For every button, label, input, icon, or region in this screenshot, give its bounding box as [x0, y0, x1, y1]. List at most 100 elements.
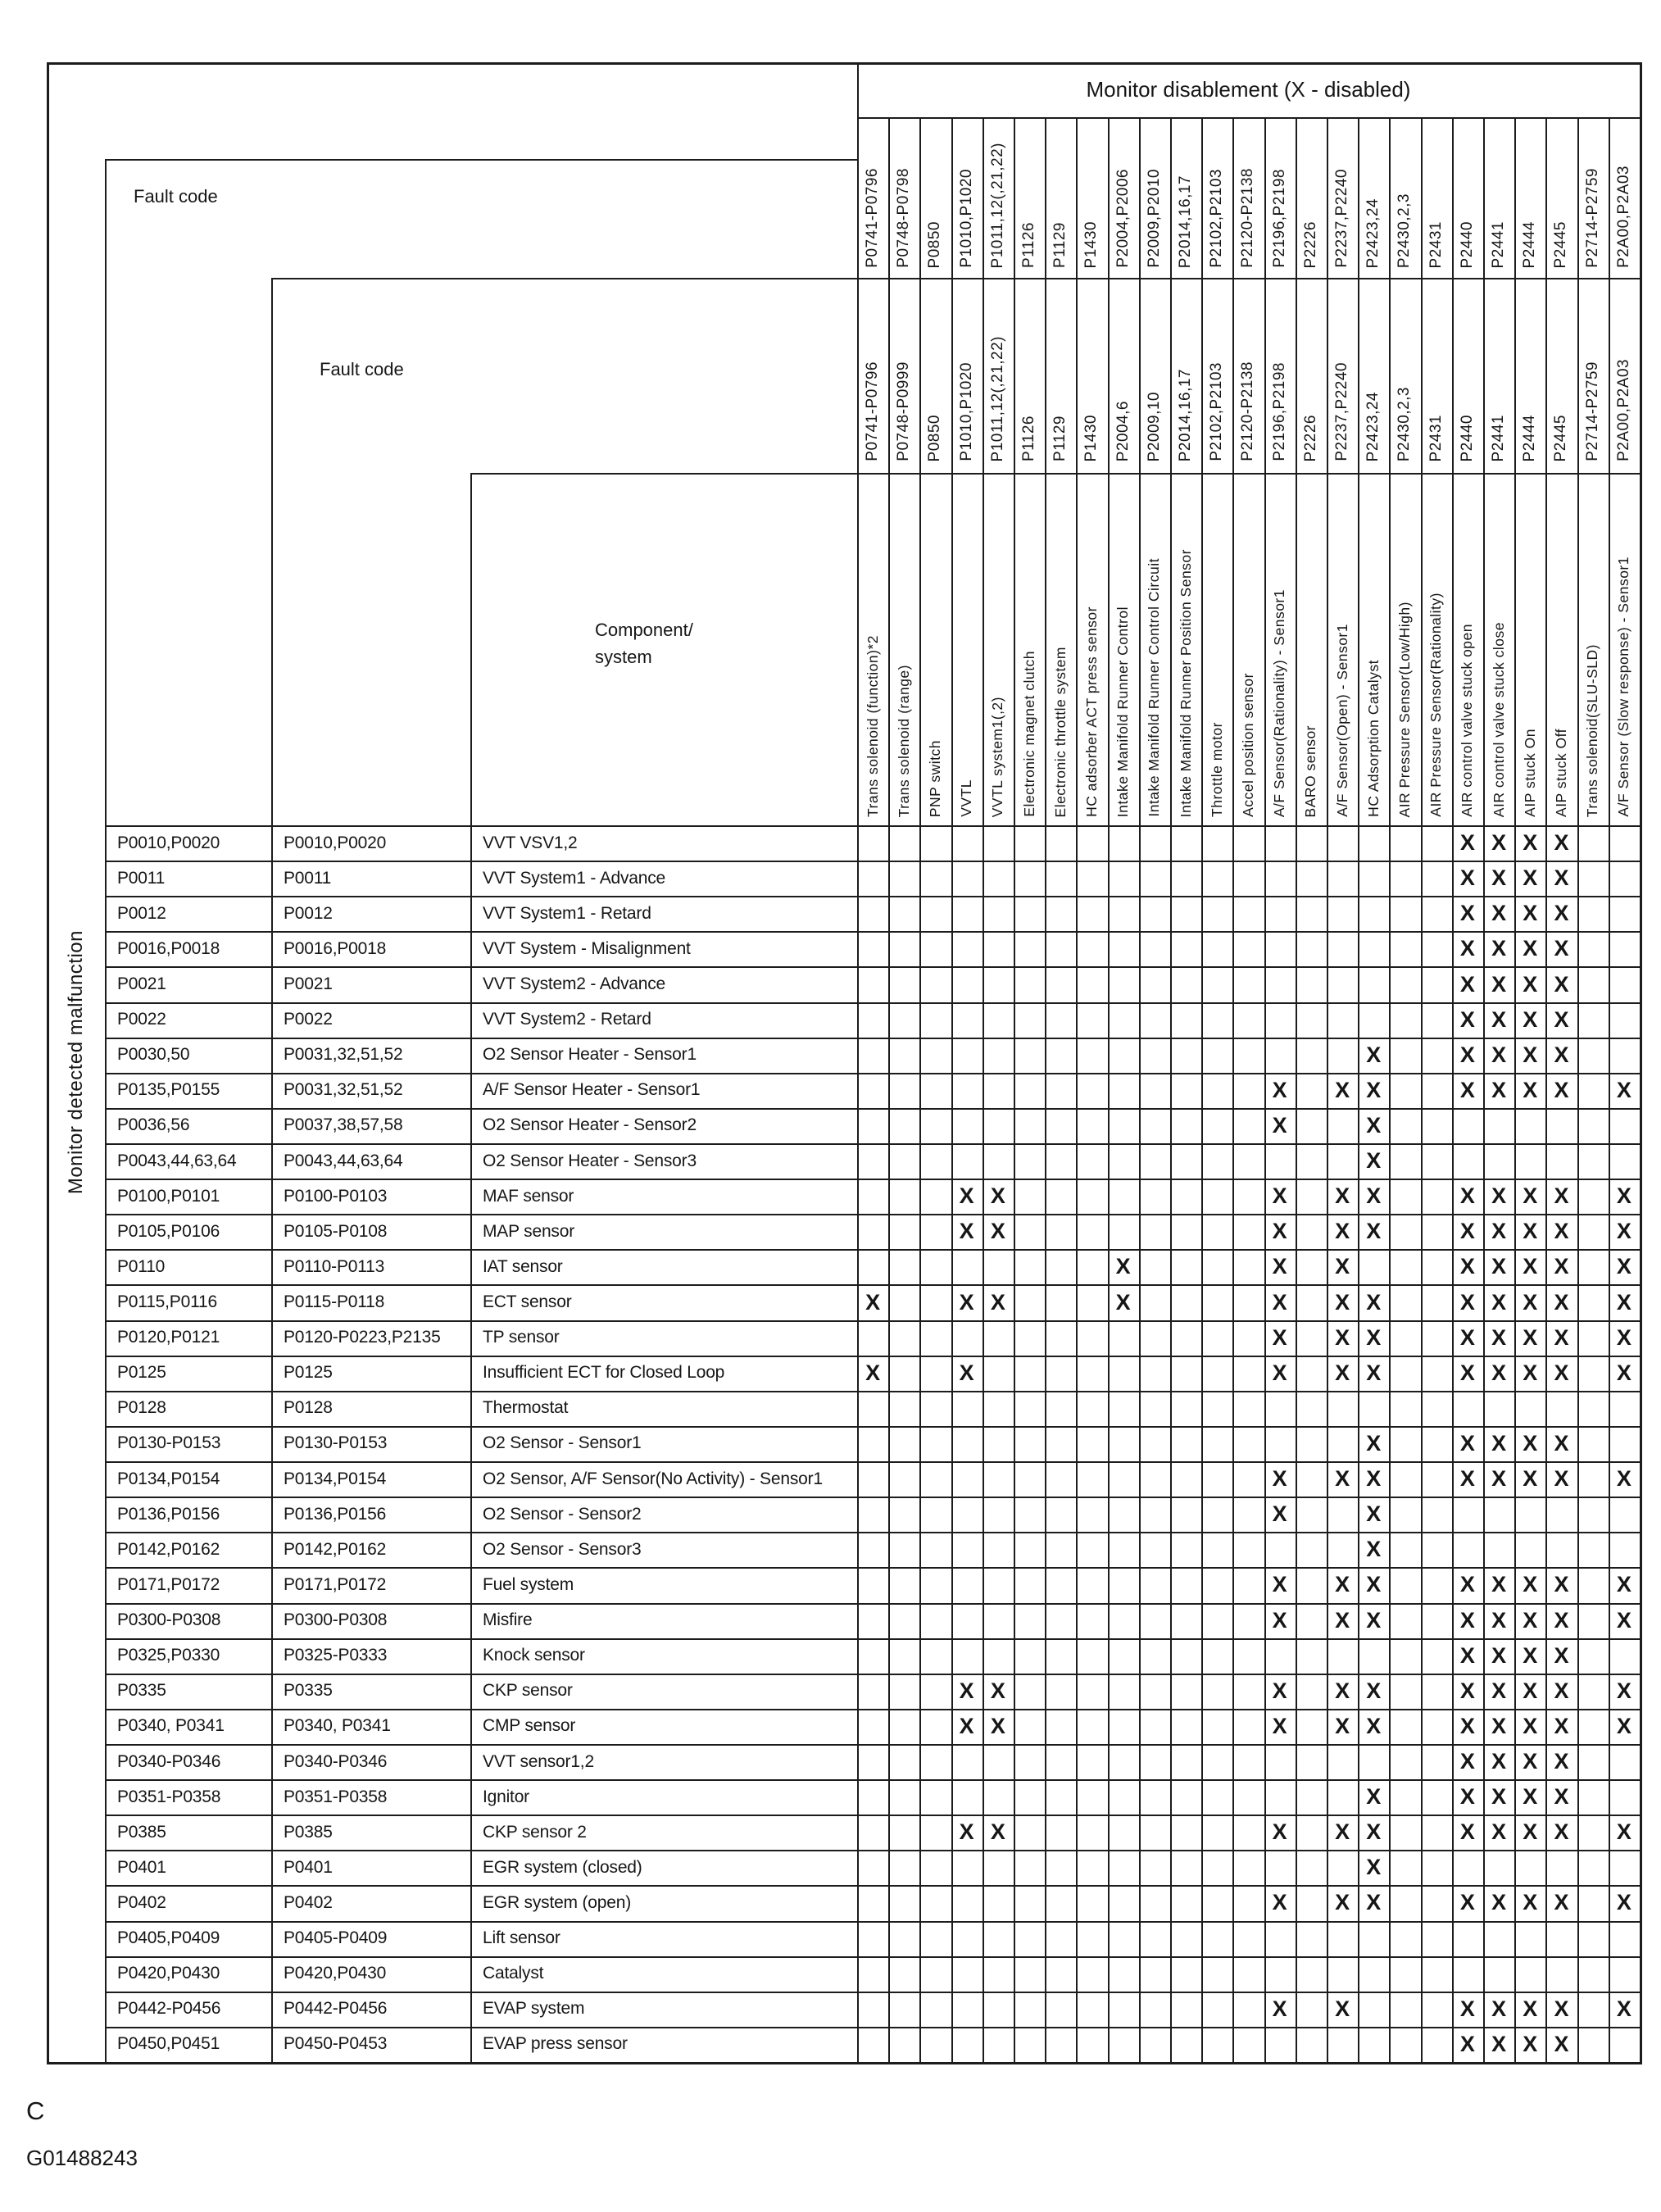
row-fault-code-1: P0351-P0358 [117, 1787, 221, 1806]
disabled-mark: X [1272, 1678, 1287, 1703]
column-header-component: Electronic throttle system [1045, 473, 1076, 817]
grid-line [105, 1426, 1640, 1428]
column-header-component: Intake Manifold Runner Control Circuit [1139, 473, 1170, 817]
row-fault-code-1: P0021 [117, 974, 166, 993]
rotated-header-text: Intake Manifold Runner Position Sensor [1177, 548, 1194, 817]
disabled-mark: X [1366, 1219, 1382, 1244]
column-header-code-row2: P2102,P2103 [1201, 278, 1232, 461]
fault-code-1-header: Fault code [134, 186, 218, 207]
disabled-mark: X [1523, 865, 1538, 891]
rotated-header-text: P2A00,P2A03 [1614, 359, 1632, 461]
rotated-header-text: P0741-P0796 [864, 168, 882, 268]
disabled-mark: X [1366, 1324, 1382, 1350]
column-header-component: BARO sensor [1296, 473, 1327, 817]
table-row: P0030,50 P0031,32,51,52 O2 Sensor Heater -… [105, 1038, 1640, 1073]
footer-section-label: C [26, 2096, 45, 2125]
row-fault-code-2: P0105-P0108 [284, 1221, 388, 1241]
row-component: O2 Sensor Heater - Sensor1 [483, 1045, 697, 1065]
rotated-header-text: P1010,P1020 [957, 169, 975, 268]
disabled-mark: X [1523, 1006, 1538, 1032]
row-fault-code-1: P0022 [117, 1010, 166, 1029]
table-row: P0105,P0106 P0105-P0108 MAP sensor X X X X X X X X… [105, 1214, 1640, 1249]
grid-line [1640, 62, 1642, 2064]
row-component: CKP sensor [483, 1681, 573, 1701]
disabled-mark: X [1366, 1360, 1382, 1385]
table-row: P0016,P0018 P0016,P0018 VVT System - Misal… [105, 931, 1640, 966]
rotated-header-text: P1129 [1051, 221, 1069, 268]
row-component: O2 Sensor - Sensor3 [483, 1539, 642, 1559]
rotated-header-text: P2714-P2759 [1583, 168, 1601, 268]
rotated-header-text: BARO sensor [1302, 724, 1319, 817]
row-fault-code-2: P0340, P0341 [284, 1716, 391, 1736]
disabled-mark: X [1459, 1890, 1475, 1915]
table-row: P0036,56 P0037,38,57,58 O2 Sensor Heater -… [105, 1108, 1640, 1143]
column-header-component: Electronic magnet clutch [1014, 473, 1045, 817]
rotated-header-text: P2004,P2006 [1114, 169, 1132, 268]
table-row: P0115,P0116 P0115-P0118 ECT sensor X X X X X X X X… [105, 1284, 1640, 1319]
disabled-mark: X [1616, 1678, 1632, 1703]
grid-line [1577, 117, 1579, 2062]
row-fault-code-2: P0130-P0153 [284, 1433, 388, 1453]
disabled-mark: X [1616, 1890, 1632, 1915]
table-row: P0325,P0330 P0325-P0333 Knock sensor X X X X [105, 1638, 1640, 1674]
rotated-header-text: P2120-P2138 [1239, 361, 1257, 461]
rotated-header-text: P2445 [1552, 414, 1570, 461]
rotated-header-text: P2226 [1301, 414, 1319, 461]
row-component: A/F Sensor Heater - Sensor1 [483, 1080, 701, 1100]
grid-line [105, 1179, 1640, 1180]
disabled-mark: X [1272, 1360, 1287, 1385]
disabled-mark: X [959, 1360, 974, 1385]
disabled-mark: X [1554, 1678, 1569, 1703]
column-header-code-row2: P2440 [1452, 278, 1483, 461]
disabled-mark: X [1366, 1678, 1382, 1703]
table-row: P0442-P0456 P0442-P0456 EVAP system X X X X X X X [105, 1992, 1640, 2027]
disabled-mark: X [1616, 1819, 1632, 1845]
disabled-mark: X [1491, 865, 1507, 891]
disabled-mark: X [1491, 1324, 1507, 1350]
rotated-header-text: P2009,P2010 [1145, 169, 1163, 268]
column-header-component: AIP stuck On [1514, 473, 1545, 817]
grid-line [1389, 117, 1391, 2062]
disabled-mark: X [1523, 1077, 1538, 1102]
row-fault-code-2: P0031,32,51,52 [284, 1080, 403, 1100]
rotated-header-text: P2014,16,17 [1177, 175, 1195, 268]
disabled-mark: X [1491, 1819, 1507, 1845]
column-header-code-row2: P0850 [919, 278, 951, 461]
rotated-header-text: P1126 [1020, 221, 1038, 268]
rotated-header-text: P0850 [926, 220, 944, 268]
table-row: P0450,P0451 P0450-P0453 EVAP press sensor X… [105, 2027, 1640, 2062]
grid-line [1232, 117, 1234, 2062]
disabled-mark: X [1523, 1642, 1538, 1668]
grid-line [919, 117, 921, 2062]
grid-line [105, 1956, 1640, 1958]
row-fault-code-2: P0385 [284, 1822, 333, 1842]
table-row: P0402 P0402 EGR system (open) X X X X X X X X [105, 1885, 1640, 1920]
disabled-mark: X [1491, 1077, 1507, 1102]
column-header-component: Trans solenoid (range) [888, 473, 919, 817]
row-fault-code-1: P0335 [117, 1681, 166, 1701]
rotated-header-text: P2444 [1521, 414, 1539, 461]
row-fault-code-2: P0402 [284, 1892, 333, 1912]
disabled-mark: X [1523, 1784, 1538, 1810]
disabled-mark: X [1491, 1042, 1507, 1067]
disabled-mark: X [1554, 971, 1569, 997]
disabled-mark: X [1459, 1784, 1475, 1810]
grid-line [105, 1497, 1640, 1498]
disabled-mark: X [1554, 1749, 1569, 1774]
rotated-header-text: P2430,2,3 [1396, 386, 1414, 461]
column-header-code-row2: P0741-P0796 [857, 278, 888, 461]
table-row: P0012 P0012 VVT System1 - Retard X X X X [105, 896, 1640, 931]
disabled-mark: X [1491, 1254, 1507, 1279]
rotated-header-text: Trans solenoid(SLU-SLD) [1584, 643, 1601, 817]
row-component: CMP sensor [483, 1716, 576, 1736]
grid-line [105, 1992, 1640, 1993]
column-header-code-row1: P2423,24 [1358, 117, 1389, 268]
column-header-code-row1: P2714-P2759 [1577, 117, 1609, 268]
disabled-mark: X [1523, 1466, 1538, 1492]
row-fault-code-2: P0125 [284, 1363, 333, 1383]
grid-line [1264, 117, 1266, 2062]
column-header-component: AIR control valve stuck open [1452, 473, 1483, 817]
row-component: EVAP press sensor [483, 2034, 628, 2054]
column-header-component: Intake Manifold Runner Position Sensor [1170, 473, 1201, 817]
grid-line [105, 931, 1640, 933]
